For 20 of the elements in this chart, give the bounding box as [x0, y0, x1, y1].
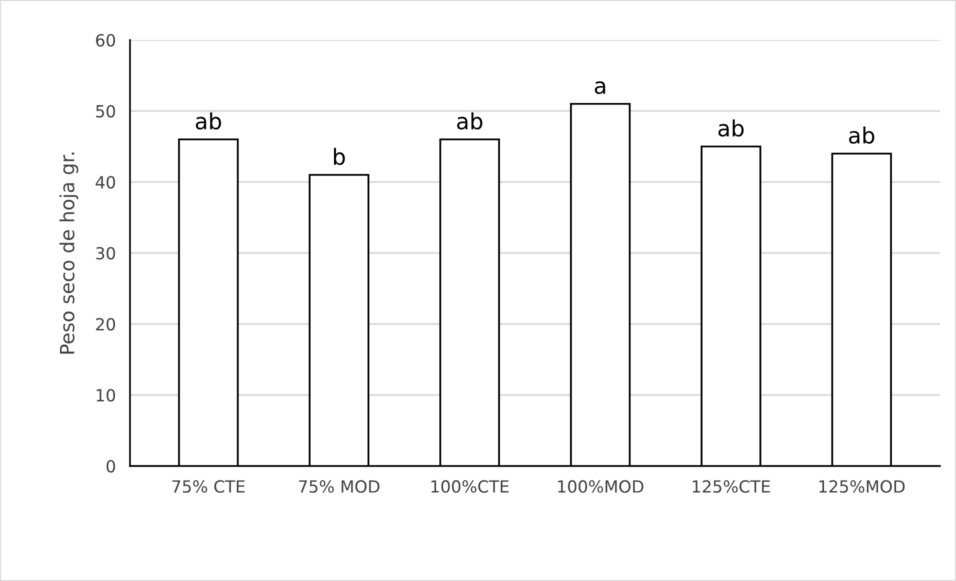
x-tick-label: 100%CTE — [432, 480, 509, 493]
y-tick-label: 30 — [96, 246, 116, 260]
annotation: ab — [849, 126, 874, 144]
annotation: a — [594, 81, 606, 94]
x-tick-label: 75% MOD — [299, 480, 380, 493]
annotation: ab — [718, 119, 744, 137]
x-tick-label: 125%CTE — [692, 480, 770, 493]
annotation: ab — [457, 112, 482, 130]
y-tick-label: 50 — [96, 104, 116, 118]
y-tick-label: 0 — [106, 460, 116, 473]
x-tick-label: 100%MOD — [558, 480, 644, 493]
y-tick-label: 60 — [96, 34, 116, 47]
x-tick-label: 125%MOD — [819, 480, 905, 493]
annotation: ab — [196, 112, 222, 130]
y-tick-label: 10 — [96, 388, 116, 402]
y-axis-title: Peso seco de hoja gr. — [59, 152, 78, 354]
y-tick-label: 40 — [96, 176, 116, 189]
x-tick-label: 75% CTE — [172, 480, 245, 493]
y-tick-label: 20 — [96, 318, 116, 331]
annotation: b — [334, 148, 345, 166]
